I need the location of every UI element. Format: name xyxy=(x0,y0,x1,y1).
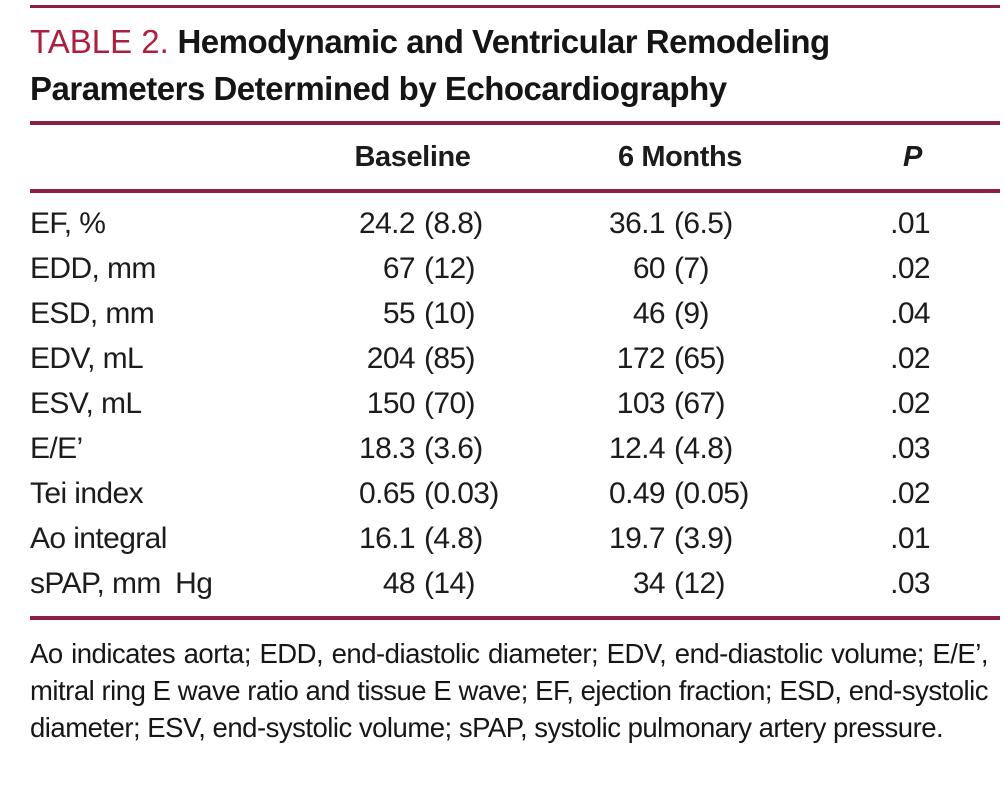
p-value: .01 xyxy=(890,522,931,555)
baseline-sd: (0.03) xyxy=(424,477,499,510)
p-value: .03 xyxy=(890,567,931,600)
months-sd: (12) xyxy=(674,567,726,600)
table-header-row: Baseline 6 Months P xyxy=(30,125,1002,189)
baseline-value: 48 xyxy=(382,567,416,600)
table-row-tei-index: Tei index 0.65 (0.03) 0.49 (0.05) .02 xyxy=(30,471,1002,516)
months-sd: (4.8) xyxy=(674,432,733,465)
p-value: .01 xyxy=(890,207,931,240)
column-header-p-value: P xyxy=(903,140,922,173)
table-title: TABLE 2. Hemodynamic and Ventricular Rem… xyxy=(30,18,998,112)
months-sd: (9) xyxy=(674,297,709,330)
table-row-esd: ESD, mm 55 (10) 46 (9) .04 xyxy=(30,291,1002,336)
row-label: EF, % xyxy=(30,207,106,240)
baseline-value: 55 xyxy=(382,297,416,330)
baseline-value: 24.2 xyxy=(359,207,416,240)
months-value: 36.1 xyxy=(609,207,666,240)
footer-rule xyxy=(30,616,1000,620)
p-value: .04 xyxy=(890,297,931,330)
top-rule xyxy=(30,5,1000,8)
column-header-baseline: Baseline xyxy=(354,140,471,173)
row-label: sPAP, mm Hg xyxy=(30,567,213,600)
months-sd: (3.9) xyxy=(674,522,733,555)
p-value: .02 xyxy=(890,387,931,420)
header-rule xyxy=(30,189,1000,193)
baseline-sd: (8.8) xyxy=(424,207,483,240)
row-label: Ao integral xyxy=(30,522,167,555)
table-row-e-over-e-prime: E/E’ 18.3 (3.6) 12.4 (4.8) .03 xyxy=(30,426,1002,471)
months-value: 19.7 xyxy=(609,522,666,555)
months-sd: (0.05) xyxy=(674,477,749,510)
table-row-edd: EDD, mm 67 (12) 60 (7) .02 xyxy=(30,246,1002,291)
row-label: ESD, mm xyxy=(30,297,155,330)
table-row-esv: ESV, mL 150 (70) 103 (67) .02 xyxy=(30,381,1002,426)
baseline-sd: (14) xyxy=(424,567,476,600)
baseline-sd: (70) xyxy=(424,387,476,420)
table-number: TABLE 2. xyxy=(30,23,169,60)
row-label: E/E’ xyxy=(30,432,83,465)
table-title-text: Hemodynamic and Ventricular Remodeling P… xyxy=(30,23,830,107)
table-row-ef: EF, % 24.2 (8.8) 36.1 (6.5) .01 xyxy=(30,201,1002,246)
months-sd: (65) xyxy=(674,342,726,375)
row-label: Tei index xyxy=(30,477,144,510)
baseline-sd: (85) xyxy=(424,342,476,375)
months-value: 172 xyxy=(616,342,666,375)
row-label: EDD, mm xyxy=(30,252,156,285)
months-value: 46 xyxy=(632,297,666,330)
row-label: EDV, mL xyxy=(30,342,144,375)
baseline-value: 18.3 xyxy=(359,432,416,465)
months-value: 103 xyxy=(616,387,666,420)
months-value: 0.49 xyxy=(609,477,666,510)
months-value: 12.4 xyxy=(609,432,666,465)
table-row-ao-integral: Ao integral 16.1 (4.8) 19.7 (3.9) .01 xyxy=(30,516,1002,561)
months-value: 34 xyxy=(632,567,666,600)
table-row-spap: sPAP, mm Hg 48 (14) 34 (12) .03 xyxy=(30,561,1002,606)
p-value: .02 xyxy=(890,477,931,510)
months-sd: (67) xyxy=(674,387,726,420)
baseline-value: 0.65 xyxy=(359,477,416,510)
baseline-sd: (4.8) xyxy=(424,522,483,555)
table-row-edv: EDV, mL 204 (85) 172 (65) .02 xyxy=(30,336,1002,381)
baseline-value: 150 xyxy=(366,387,416,420)
column-header-6-months: 6 Months xyxy=(617,140,743,173)
baseline-value: 204 xyxy=(366,342,416,375)
baseline-value: 67 xyxy=(382,252,416,285)
table-footnote: Ao indicates aorta; EDD, end-diastolic d… xyxy=(30,638,989,743)
baseline-sd: (3.6) xyxy=(424,432,483,465)
baseline-sd: (12) xyxy=(424,252,476,285)
p-value: .02 xyxy=(890,252,931,285)
p-value: .03 xyxy=(890,432,931,465)
months-sd: (7) xyxy=(674,252,709,285)
p-value: .02 xyxy=(890,342,931,375)
months-sd: (6.5) xyxy=(674,207,733,240)
row-label: ESV, mL xyxy=(30,387,142,420)
table-figure: TABLE 2. Hemodynamic and Ventricular Rem… xyxy=(30,5,1002,743)
months-value: 60 xyxy=(632,252,666,285)
baseline-sd: (10) xyxy=(424,297,476,330)
baseline-value: 16.1 xyxy=(359,522,416,555)
title-rule xyxy=(30,121,1000,125)
table-body: EF, % 24.2 (8.8) 36.1 (6.5) .01 EDD, mm … xyxy=(30,193,1002,616)
